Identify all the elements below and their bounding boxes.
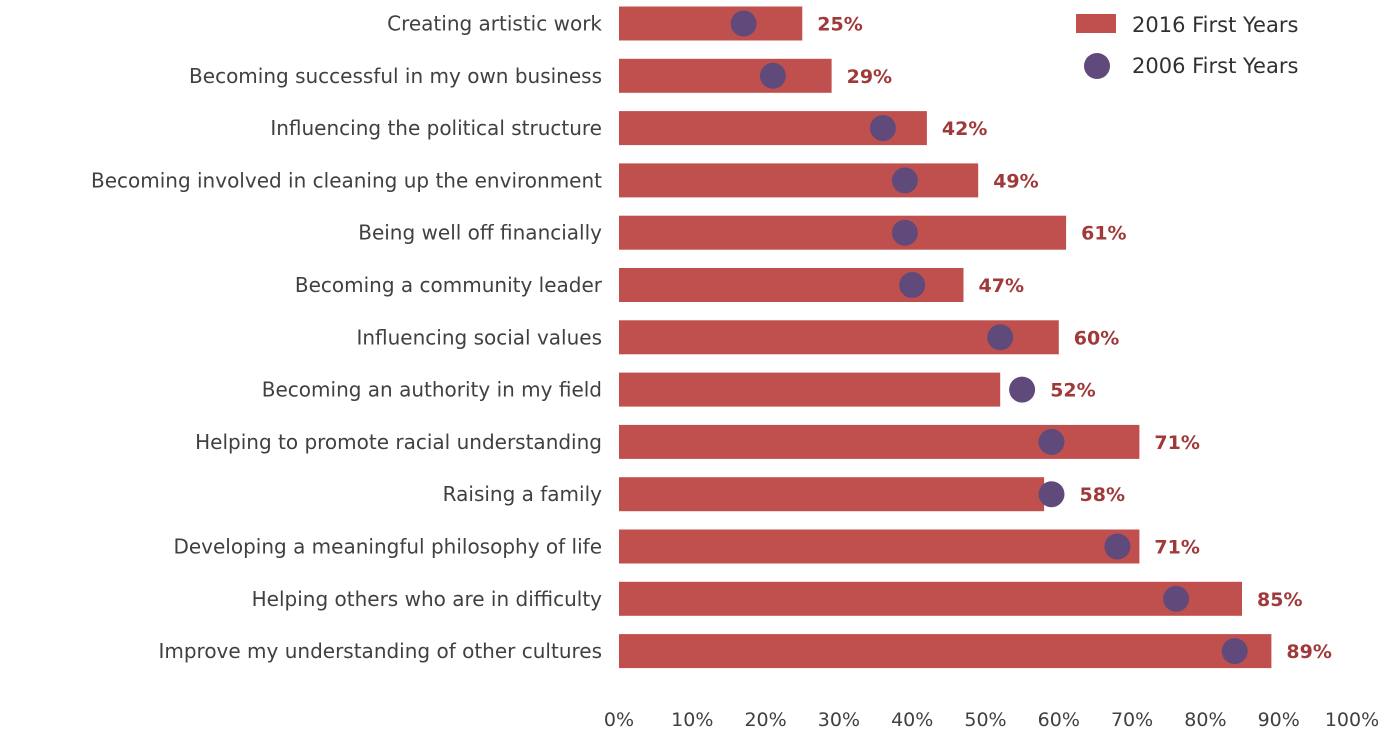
dot (1009, 377, 1035, 403)
legend-label-2016: 2016 First Years (1132, 13, 1298, 37)
dot (1222, 638, 1248, 664)
x-axis: 0% 10% 20% 30% 40% 50% 60% 70% 80% 90% 100% (604, 709, 1379, 729)
bar (619, 59, 832, 93)
value-label: 47% (979, 275, 1024, 297)
bar-series-2016 (619, 7, 1271, 669)
value-label: 25% (817, 14, 862, 36)
x-tick-label: 10% (671, 709, 713, 729)
value-label: 58% (1080, 484, 1125, 506)
dot (987, 324, 1013, 350)
dot (1163, 586, 1189, 612)
dot (892, 220, 918, 246)
category-label: Becoming a community leader (295, 273, 603, 297)
category-label: Raising a family (443, 482, 602, 506)
x-tick-label: 20% (744, 709, 786, 729)
bar (619, 373, 1000, 407)
dot (1104, 534, 1130, 560)
category-label: Becoming involved in cleaning up the env… (91, 168, 602, 192)
dot (760, 63, 786, 89)
dot (899, 272, 925, 298)
dot (1039, 481, 1065, 507)
value-label: 42% (942, 118, 987, 140)
bar (619, 7, 802, 41)
bar (619, 582, 1242, 616)
x-tick-label: 100% (1325, 709, 1379, 729)
category-labels: Creating artistic work Becoming successfu… (91, 12, 603, 664)
category-label: Influencing social values (356, 325, 602, 349)
category-label: Becoming an authority in my field (262, 378, 602, 402)
value-label: 52% (1050, 380, 1095, 402)
category-label: Being well off financially (358, 221, 602, 245)
value-label: 71% (1154, 537, 1199, 559)
category-label: Creating artistic work (387, 12, 602, 36)
dot (731, 11, 757, 37)
x-tick-label: 60% (1038, 709, 1080, 729)
bar (619, 216, 1066, 250)
category-label: Becoming successful in my own business (189, 64, 602, 88)
bar (619, 530, 1139, 564)
legend: 2016 First Years 2006 First Years (1076, 13, 1298, 79)
bar (619, 163, 978, 197)
x-tick-label: 70% (1111, 709, 1153, 729)
category-label: Improve my understanding of other cultur… (158, 639, 602, 663)
value-label: 89% (1286, 641, 1331, 663)
x-tick-label: 90% (1258, 709, 1300, 729)
dot (892, 167, 918, 193)
value-label: 29% (847, 66, 892, 88)
category-label: Helping to promote racial understanding (195, 430, 602, 454)
x-tick-label: 0% (604, 709, 634, 729)
value-label: 85% (1257, 589, 1302, 611)
legend-swatch-2016 (1076, 14, 1116, 33)
x-tick-label: 50% (964, 709, 1006, 729)
x-tick-label: 40% (891, 709, 933, 729)
value-label: 60% (1074, 327, 1119, 349)
legend-swatch-2006 (1084, 53, 1110, 79)
legend-label-2006: 2006 First Years (1132, 54, 1298, 78)
bar (619, 634, 1271, 668)
x-tick-label: 80% (1184, 709, 1226, 729)
category-label: Developing a meaningful philosophy of li… (173, 535, 602, 559)
x-tick-label: 30% (818, 709, 860, 729)
category-label: Influencing the political structure (270, 116, 602, 140)
category-label: Helping others who are in difficulty (252, 587, 603, 611)
bar (619, 477, 1044, 511)
value-label: 71% (1154, 432, 1199, 454)
dot (1039, 429, 1065, 455)
value-label: 49% (993, 170, 1038, 192)
dot (870, 115, 896, 141)
value-label: 61% (1081, 223, 1126, 245)
